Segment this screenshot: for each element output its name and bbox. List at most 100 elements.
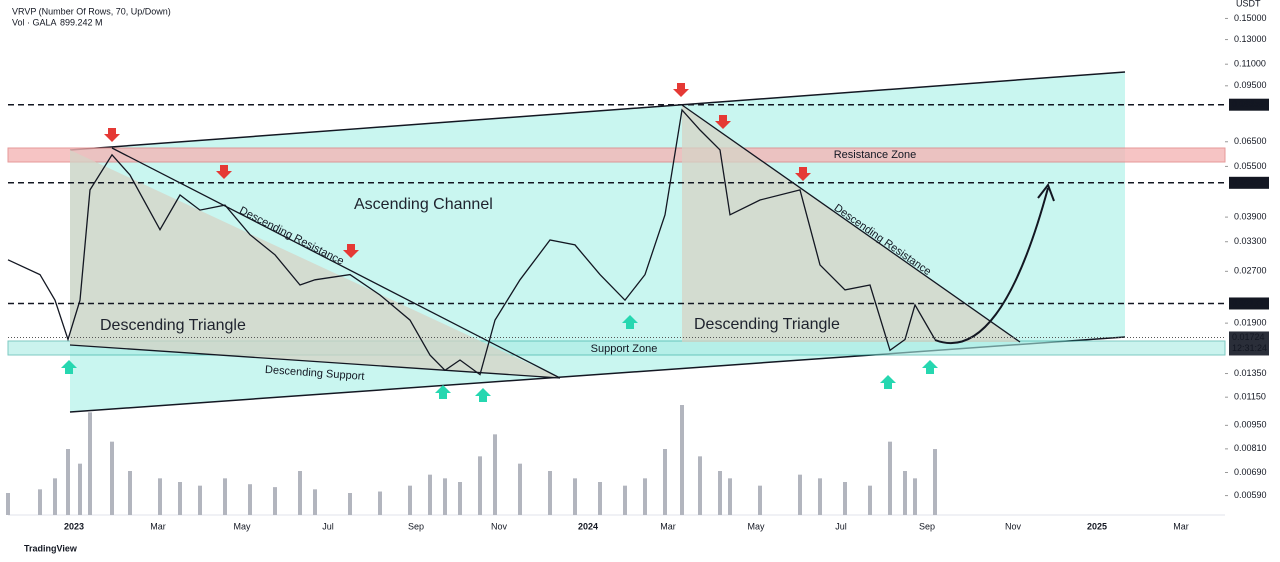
price-badge: [1229, 176, 1269, 189]
branding: TradingView: [24, 543, 78, 553]
x-tick-label: Mar: [660, 521, 676, 531]
triangle-left: [70, 150, 560, 378]
price-badge: [1229, 297, 1269, 310]
support-line: [69, 344, 561, 379]
volume-bar: [88, 412, 92, 515]
y-tick-label: 0.02700: [1234, 266, 1267, 276]
currency: USDT: [1236, 0, 1261, 8]
annotation: Resistance Zone: [834, 149, 917, 161]
y-tick-label: 0.00950: [1234, 420, 1267, 430]
volume-bar: [198, 485, 202, 515]
x-tick-label: Sep: [408, 521, 424, 531]
volume-bar: [38, 489, 42, 515]
volume-bar: [888, 441, 892, 515]
volume-bar: [818, 478, 822, 515]
volume-bar: [110, 441, 114, 515]
price-line: [7, 108, 936, 376]
x-tick-label: Sep: [919, 521, 935, 531]
y-tick-label: 0.00590: [1234, 490, 1267, 500]
resistance-zone: [7, 147, 1226, 163]
legend-item: VRVP (Number Of Rows, 70, Up/Down): [12, 6, 171, 16]
volume-bar: [598, 482, 602, 515]
volume-bar: [933, 449, 937, 515]
price-label: 0.04921: [1232, 177, 1265, 187]
x-tick-label: 2023: [64, 521, 84, 531]
volume-bar: [728, 478, 732, 515]
price-badge: [1229, 98, 1269, 111]
volume-bar: [248, 484, 252, 515]
volume-bar: [518, 463, 522, 515]
volume-bar: [53, 478, 57, 515]
y-tick-label: 0.01350: [1234, 368, 1267, 378]
y-tick-label: 0.00810: [1234, 443, 1267, 453]
volume-bar: [868, 485, 872, 515]
volume-bar: [378, 491, 382, 515]
y-tick-label: 0.11000: [1234, 59, 1266, 69]
price-label: 0.08358: [1232, 99, 1265, 109]
volume-bar: [493, 434, 497, 515]
price-label: 0.02171: [1232, 298, 1265, 308]
volume-bar: [128, 471, 132, 515]
volume-bar: [623, 485, 627, 515]
y-tick-label: 0.00690: [1234, 467, 1267, 477]
volume-bar: [78, 463, 82, 515]
price-label: 0.01724: [1232, 332, 1265, 342]
volume-bar: [66, 449, 70, 515]
volume-bar: [298, 471, 302, 515]
sell-markers: [104, 83, 811, 258]
x-tick-label: 2025: [1087, 521, 1107, 531]
volume-bar: [698, 456, 702, 515]
resistance-line: [681, 104, 1021, 343]
volume-bar: [348, 493, 352, 515]
y-tick-label: 0.13000: [1234, 34, 1267, 44]
y-tick-label: 0.03900: [1234, 211, 1267, 221]
y-tick-label: 0.01900: [1234, 318, 1267, 328]
x-tick-label: Mar: [150, 521, 166, 531]
volume-bar: [643, 478, 647, 515]
volume-bar: [663, 449, 667, 515]
x-tick-label: 2024: [578, 521, 598, 531]
y-tick-label: 0.06500: [1234, 136, 1267, 146]
volume-bar: [443, 478, 447, 515]
x-tick-label: Nov: [491, 521, 508, 531]
volume-bar: [573, 478, 577, 515]
y-tick-label: 0.03300: [1234, 236, 1267, 246]
volume-bar: [843, 482, 847, 515]
volume-bar: [548, 471, 552, 515]
volume-bar: [178, 482, 182, 515]
price-badge: [1229, 331, 1269, 356]
volume-bar: [223, 478, 227, 515]
volume-bar: [158, 478, 162, 515]
annotation: Support Zone: [591, 343, 658, 355]
arrow-head: [1037, 182, 1055, 202]
legend-item: 899.242 M: [60, 17, 103, 27]
x-tick-label: Nov: [1005, 521, 1022, 531]
volume-bar: [273, 487, 277, 515]
volume-bar: [458, 482, 462, 515]
x-tick-label: May: [233, 521, 251, 531]
volume-bar: [313, 489, 317, 515]
legend-item: Vol · GALA: [12, 17, 57, 27]
buy-markers: [61, 315, 938, 402]
countdown: 12:31:24: [1232, 343, 1267, 353]
volume-bar: [718, 471, 722, 515]
annotation: Descending Triangle: [100, 317, 246, 334]
x-tick-label: Mar: [1173, 521, 1189, 531]
volume-bar: [913, 478, 917, 515]
y-tick-label: 0.15000: [1234, 13, 1267, 23]
resistance-line: [111, 147, 561, 379]
x-tick-label: Jul: [322, 521, 334, 531]
volume-bar: [903, 471, 907, 515]
x-tick-label: Jul: [835, 521, 847, 531]
x-tick-label: May: [747, 521, 765, 531]
volume-bar: [6, 493, 10, 515]
annotation: Descending Triangle: [694, 316, 840, 333]
annotation: Ascending Channel: [354, 196, 493, 213]
projection-arrow: [934, 187, 1049, 345]
volume-bar: [680, 405, 684, 515]
y-tick-label: 0.09500: [1234, 80, 1267, 90]
volume-bar: [478, 456, 482, 515]
volume-bar: [798, 474, 802, 515]
y-tick-label: 0.01150: [1234, 392, 1266, 402]
